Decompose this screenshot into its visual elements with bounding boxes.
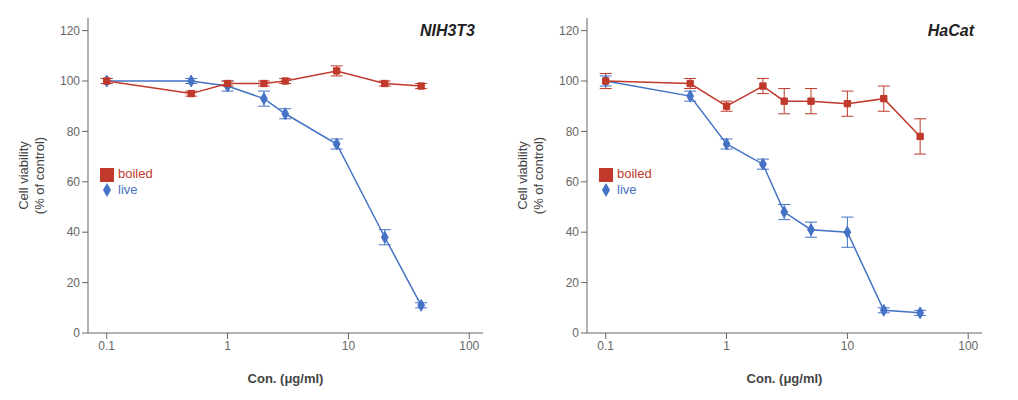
html-text:boiled: boiled <box>617 166 652 182</box>
svg-text:0.1: 0.1 <box>98 339 115 353</box>
svg-text:20: 20 <box>566 276 580 290</box>
svg-text:40: 40 <box>67 225 81 239</box>
svg-text:Con. (μg/ml): Con. (μg/ml) <box>248 371 324 386</box>
html-text:HaCat: HaCat <box>927 22 974 39</box>
svg-text:100: 100 <box>60 74 80 88</box>
svg-text:100: 100 <box>958 339 978 353</box>
svg-text:1: 1 <box>224 339 231 353</box>
svg-text:10: 10 <box>841 339 855 353</box>
html-text:live: live <box>118 181 138 197</box>
svg-text:100: 100 <box>559 74 579 88</box>
svg-text:80: 80 <box>67 125 81 139</box>
svg-text:10: 10 <box>342 339 356 353</box>
svg-text:Cell viability(% of control): Cell viability(% of control) <box>515 137 546 214</box>
svg-text:120: 120 <box>60 24 80 38</box>
svg-text:120: 120 <box>559 24 579 38</box>
html-text:NIH3T3: NIH3T3 <box>419 22 475 39</box>
svg-text:Con. (μg/ml): Con. (μg/ml) <box>747 371 823 386</box>
svg-text:60: 60 <box>566 175 580 189</box>
svg-text:100: 100 <box>459 339 479 353</box>
html-text:boiled: boiled <box>118 166 153 182</box>
svg-text:20: 20 <box>67 276 81 290</box>
svg-text:0: 0 <box>73 326 80 340</box>
svg-text:40: 40 <box>566 225 580 239</box>
svg-text:0.1: 0.1 <box>597 339 614 353</box>
svg-text:80: 80 <box>566 125 580 139</box>
svg-text:1: 1 <box>723 339 730 353</box>
html-text:live: live <box>617 181 637 197</box>
svg-text:60: 60 <box>67 175 81 189</box>
svg-text:Cell viability(% of control): Cell viability(% of control) <box>16 137 47 214</box>
svg-text:0: 0 <box>572 326 579 340</box>
